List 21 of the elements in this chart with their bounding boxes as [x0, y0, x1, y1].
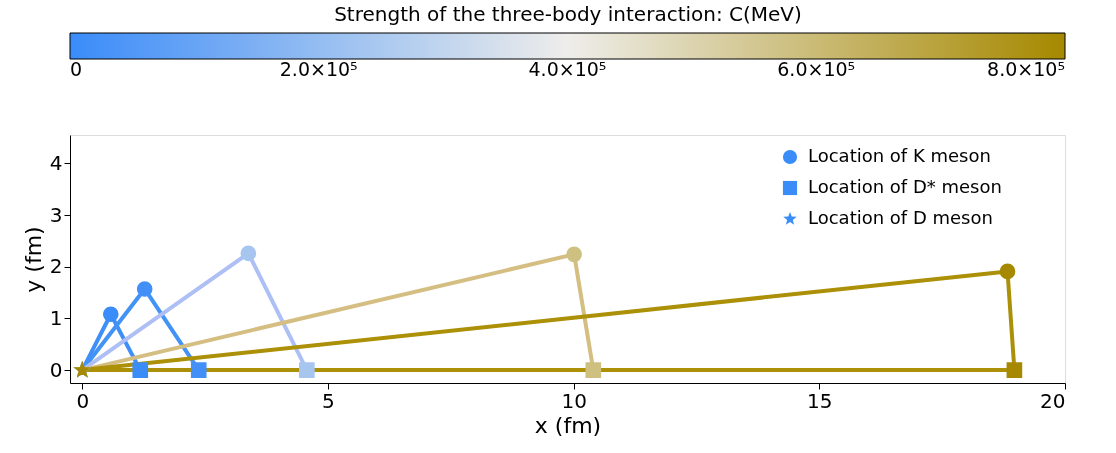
x-tick-label: 10 [561, 388, 587, 413]
color-bar-label: 8.0×10⁵ [987, 58, 1065, 80]
color-bar-title: Strength of the three-body interaction: C(MeV) [334, 2, 802, 26]
color-bar-label: 6.0×10⁵ [777, 58, 856, 80]
x-tick-label: 0 [76, 388, 90, 413]
y-tick-label: 2 [49, 254, 63, 279]
x-tick-label: 15 [807, 388, 833, 413]
y-axis-title: y (fm) [20, 226, 46, 293]
legend-label: Location of D* meson [808, 176, 1002, 197]
legend-label: Location of K meson [808, 145, 991, 166]
y-tick-label: 1 [49, 305, 63, 330]
y-tick-label: 4 [49, 150, 63, 175]
legend-label: Location of D meson [808, 207, 993, 228]
x-tick-label: 20 [1040, 388, 1066, 413]
color-bar-label: 0 [70, 58, 83, 80]
x-tick-label: 5 [322, 388, 335, 413]
x-axis-title: x (fm) [534, 412, 602, 438]
y-tick-label: 0 [49, 357, 63, 382]
y-tick-label: 3 [49, 202, 63, 227]
color-bar-label: 4.0×10⁵ [528, 58, 607, 80]
color-bar-label: 2.0×10⁵ [279, 58, 358, 80]
